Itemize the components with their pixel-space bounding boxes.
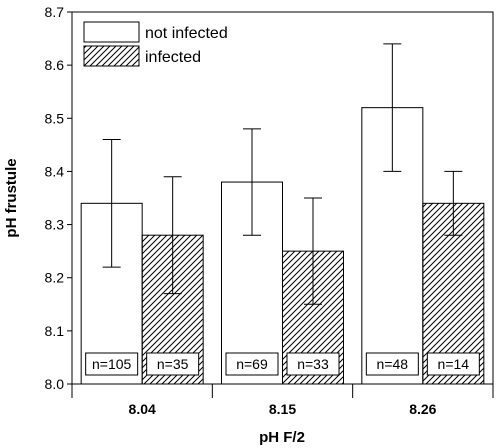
n-label: n=69: [236, 356, 268, 372]
n-label: n=35: [157, 356, 189, 372]
y-axis-title: pH frustule: [3, 158, 20, 237]
legend-swatch-not-infected: [83, 21, 140, 43]
y-tick-label: 8.3: [45, 217, 65, 233]
n-label: n=105: [92, 356, 132, 372]
y-tick-label: 8.5: [45, 110, 65, 126]
n-label: n=14: [438, 356, 470, 372]
legend-swatch-infected: [83, 45, 140, 67]
legend-label-infected: infected: [145, 49, 201, 66]
x-axis: 8.04 8.15 8.26: [71, 384, 494, 417]
x-category-label: 8.15: [269, 401, 296, 417]
n-label-box: [426, 352, 480, 376]
y-tick-label: 8.6: [45, 57, 65, 73]
legend-label-not-infected: not infected: [145, 25, 228, 42]
n-label-box: [85, 352, 139, 376]
n-label-box: [286, 352, 340, 376]
y-tick-label: 8.7: [45, 4, 65, 20]
x-category-label: 8.26: [409, 401, 436, 417]
n-label-box: [365, 352, 419, 376]
bars: [80, 107, 485, 385]
n-labels: n=105 n=69 n=48 n=35 n=33 n=14: [85, 352, 480, 376]
y-axis: 8.0 8.1 8.2 8.3 8.4 8.5 8.6 8.7: [45, 4, 72, 392]
y-tick-label: 8.0: [45, 376, 65, 392]
y-tick-label: 8.2: [45, 270, 65, 286]
x-category-label: 8.04: [129, 401, 156, 417]
y-tick-label: 8.1: [45, 323, 65, 339]
n-label: n=33: [297, 356, 329, 372]
n-label-box: [146, 352, 200, 376]
n-label: n=48: [377, 356, 409, 372]
n-label-box: [225, 352, 279, 376]
error-bars: [102, 43, 463, 305]
y-tick-label: 8.4: [45, 163, 65, 179]
x-axis-title: pH F/2: [259, 429, 305, 446]
legend: not infected infected: [83, 21, 228, 67]
